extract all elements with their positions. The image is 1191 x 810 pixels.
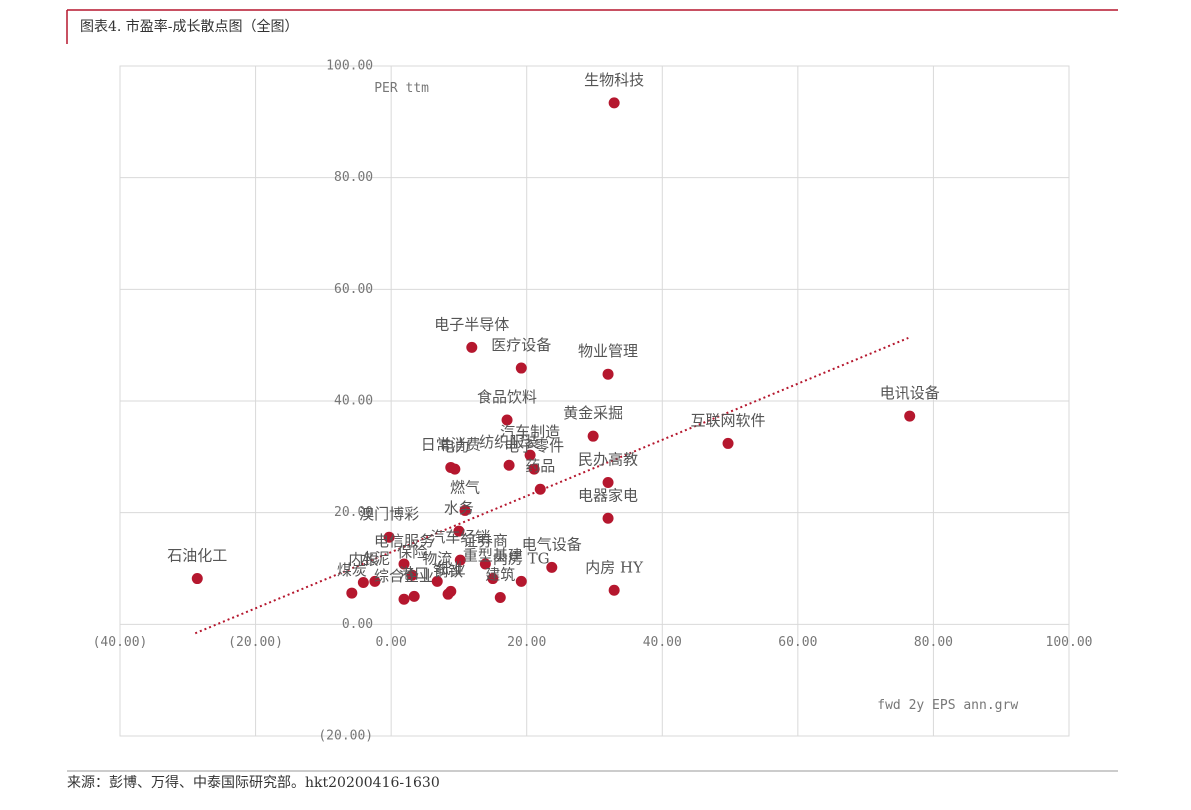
point-label: 重型基建 [463,547,523,565]
point-label: 内房 HY [585,558,644,576]
y-tick-label: 100.00 [326,59,373,74]
point [602,368,614,380]
point-label: 电讯设备 [880,384,940,402]
point-label: 医疗设备 [491,336,551,354]
point [587,430,599,442]
x-tick-label: 80.00 [914,635,953,650]
point [466,341,478,353]
point-label: 石油化工 [167,547,227,565]
point [398,558,410,570]
point [602,477,614,489]
point [431,575,443,587]
point [459,504,471,516]
point-label: 生物科技 [584,71,644,89]
point [904,410,916,422]
y-tick-label: 80.00 [334,170,373,185]
point-label: 建筑 [485,566,515,584]
point [515,575,527,587]
point [445,585,457,597]
point [369,575,381,587]
point [408,590,420,602]
point-label: 物流 [422,549,452,567]
source-note: 来源：彭博、万得、中泰国际研究部。hkt20200416-1630 [67,774,440,791]
point-label: 纺织服装 [479,433,539,451]
x-tick-label: (20.00) [228,635,283,650]
x-tick-label: 0.00 [375,635,406,650]
point [191,573,203,585]
point-label: 燃气 [450,478,480,496]
point [608,97,620,109]
point [449,463,461,475]
x-axis-annotation: fwd 2y EPS ann.grw [877,698,1018,713]
point [501,414,513,426]
point-label: 汽车经销 [430,528,490,546]
point [398,593,410,605]
point-label: 电信服务 [374,532,434,550]
y-tick-label: 40.00 [334,394,373,409]
point-label: 电力 [440,437,470,455]
point [546,561,558,573]
point [534,483,546,495]
point [515,362,527,374]
point-label: 民办高教 [578,451,638,469]
point-label: 水泥 [360,549,390,567]
point-label: 黄金采掘 [563,404,623,422]
point [503,459,515,471]
point-label: 钢铁 [433,562,463,580]
y-tick-label: 60.00 [334,282,373,297]
point-label: 纸业 [436,559,466,577]
x-tick-label: 20.00 [507,635,546,650]
point-label: 内银 [348,550,378,568]
point [722,437,734,449]
point [528,463,540,475]
point-label: 保险 [397,543,427,561]
point [602,512,614,524]
point [454,554,466,566]
point [406,569,418,581]
point-label: 食品饮料 [477,388,537,406]
point [357,576,369,588]
point-label: 内房 TG [493,549,550,567]
point [494,592,506,604]
y-tick-label: 0.00 [342,617,373,632]
point-label: 电子零件 [504,437,564,455]
trendline [194,336,909,635]
y-tick-label: (20.00) [318,729,373,744]
point-label: 综合企业 [374,567,434,585]
point-label: 日常消费 [421,435,481,453]
point [524,449,536,461]
point-label: 物业管理 [578,342,638,360]
point [383,531,395,543]
point-label: 电子半导体 [434,315,509,333]
point [346,587,358,599]
point [453,525,465,537]
point-label: 电器家电 [578,486,638,504]
point [487,573,499,585]
point-label: 水务 [444,499,474,517]
point-label: 煤炭 [337,561,367,579]
x-tick-label: (40.00) [93,635,148,650]
chart-title: 图表4. 市盈率-成长散点图（全图） [80,18,299,35]
point-label: 汽车制造 [500,423,560,441]
plot-area: (40.00) (20.00) 0.00 20.00 40.00 60.00 80.00 10… [93,59,1093,744]
point-label: 澳门博彩 [359,505,419,523]
point [479,558,491,570]
x-tick-label: 60.00 [778,635,817,650]
point-label: 药品 [525,457,555,475]
point-label: 证券商 [463,532,508,550]
y-tick-label: 20.00 [334,505,373,520]
point-label: 电气设备 [522,535,582,553]
x-tick-label: 40.00 [643,635,682,650]
point [608,584,620,596]
point-label: 港口 [399,564,429,582]
y-axis-annotation: PER ttm [374,81,429,96]
x-tick-label: 100.00 [1046,635,1093,650]
point-label: 互联网软件 [691,411,766,429]
